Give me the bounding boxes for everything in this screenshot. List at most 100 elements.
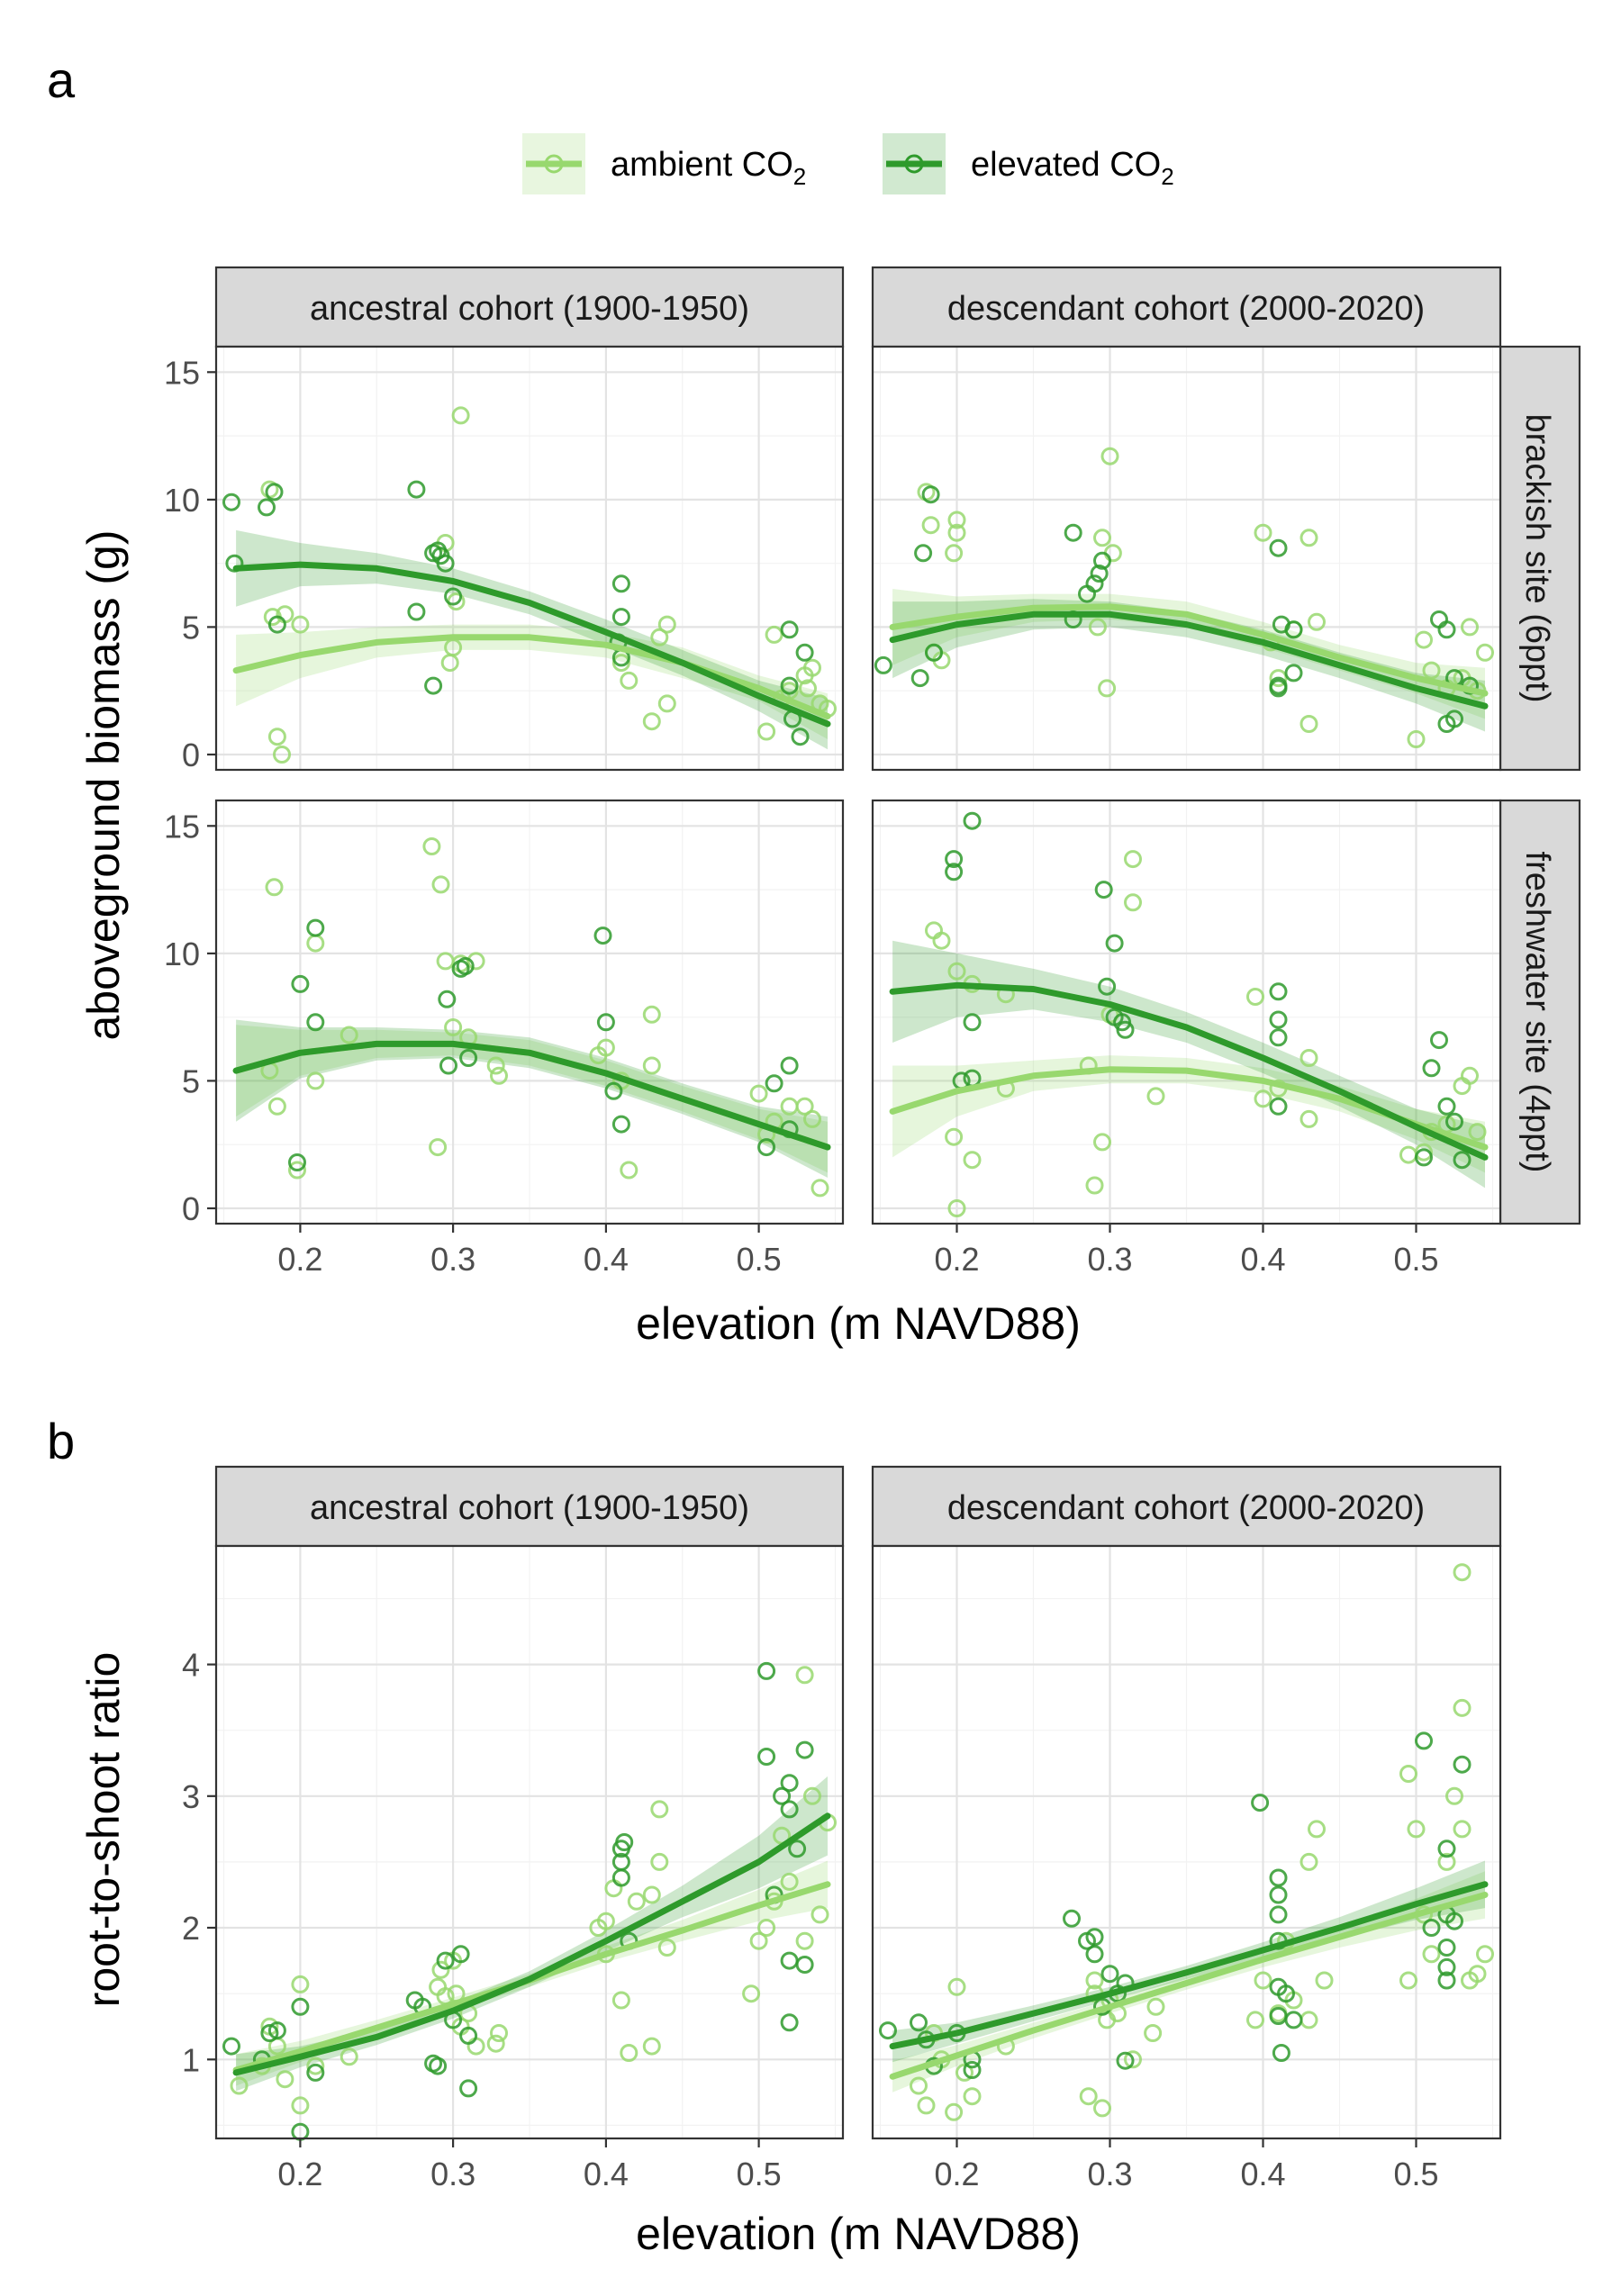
data-point-ambient bbox=[1468, 1123, 1487, 1142]
data-point-ambient bbox=[265, 878, 284, 897]
data-point-ambient bbox=[642, 1056, 661, 1075]
data-point-ambient bbox=[440, 654, 459, 673]
data-point-elevated bbox=[1437, 620, 1456, 639]
fit-line-elevated bbox=[232, 1040, 831, 1151]
data-point-ambient bbox=[1461, 1066, 1479, 1085]
data-point-ambient bbox=[757, 1919, 776, 1937]
data-point-elevated bbox=[1093, 551, 1111, 570]
data-point-ambient bbox=[1399, 1765, 1417, 1783]
strip-a-ancestral bbox=[214, 266, 845, 348]
data-point-ambient bbox=[431, 875, 450, 894]
data-point-ambient bbox=[1453, 1563, 1472, 1582]
legend-label-ambient: ambient CO2 bbox=[611, 146, 806, 190]
data-point-elevated bbox=[436, 554, 455, 573]
x-tick-label: 0.5 bbox=[1393, 1241, 1438, 1278]
x-tick-label: 0.3 bbox=[430, 2156, 475, 2192]
data-point-elevated bbox=[1116, 2051, 1135, 2070]
data-point-ambient bbox=[803, 1786, 821, 1805]
data-point-ambient bbox=[291, 2096, 310, 2115]
data-point-elevated bbox=[459, 1049, 478, 1067]
data-point-ambient bbox=[1093, 2099, 1111, 2118]
data-point-ambient bbox=[947, 523, 966, 542]
x-tick-label: 0.5 bbox=[737, 2156, 782, 2192]
y-axis-a-bottom: 0 5 10 15 bbox=[164, 808, 216, 1227]
data-point-elevated bbox=[1430, 1031, 1448, 1050]
data-point-ambient bbox=[945, 544, 964, 563]
ci-band-ambient bbox=[236, 624, 829, 739]
strip-a-descendant-label: descendant cohort (2000-2020) bbox=[947, 290, 1425, 328]
data-point-ambient bbox=[947, 1977, 966, 1996]
x-axis-title-b: elevation (m NAVD88) bbox=[636, 2209, 1081, 2259]
data-point-ambient bbox=[620, 1161, 638, 1180]
data-point-elevated bbox=[1269, 1010, 1288, 1029]
panel-frame bbox=[871, 345, 1502, 772]
data-point-ambient bbox=[1124, 893, 1142, 912]
data-point-ambient bbox=[230, 2076, 249, 2095]
data-point-ambient bbox=[947, 511, 966, 529]
data-point-ambient bbox=[795, 1666, 814, 1685]
data-point-ambient bbox=[1308, 1820, 1326, 1839]
strip-b-ancestral-label: ancestral cohort (1900-1950) bbox=[310, 1489, 749, 1527]
fit-line-elevated bbox=[889, 1881, 1489, 2050]
data-point-elevated bbox=[456, 957, 475, 975]
data-point-elevated bbox=[260, 2024, 279, 2042]
data-point-ambient bbox=[810, 1179, 829, 1198]
data-point-elevated bbox=[914, 544, 933, 563]
data-point-elevated bbox=[1269, 538, 1288, 557]
fit-line-ambient bbox=[889, 603, 1489, 697]
legend-key-elevated-point bbox=[904, 154, 924, 174]
data-point-ambient bbox=[1300, 1049, 1318, 1067]
data-point-elevated bbox=[429, 2056, 448, 2075]
data-point-ambient bbox=[611, 1991, 630, 2010]
x-tick-label: 0.4 bbox=[1240, 2156, 1285, 2192]
legend-key-ambient-point bbox=[544, 154, 564, 174]
data-point-elevated bbox=[1437, 1939, 1456, 1957]
data-point-elevated bbox=[267, 615, 286, 634]
data-point-ambient bbox=[795, 1097, 814, 1116]
panel-frame bbox=[214, 799, 845, 1225]
data-point-elevated bbox=[780, 2013, 799, 2032]
data-point-elevated bbox=[963, 2061, 982, 2079]
data-point-elevated bbox=[1437, 1840, 1456, 1858]
data-point-elevated bbox=[1437, 1957, 1456, 1976]
data-point-elevated bbox=[780, 1056, 799, 1075]
data-point-elevated bbox=[945, 850, 964, 869]
data-point-ambient bbox=[1399, 1971, 1417, 1990]
data-point-ambient bbox=[1415, 630, 1433, 649]
data-point-elevated bbox=[795, 1956, 814, 1974]
data-point-ambient bbox=[921, 516, 940, 535]
data-point-ambient bbox=[910, 2076, 928, 2095]
data-point-elevated bbox=[1269, 1905, 1288, 1924]
data-point-ambient bbox=[657, 1939, 676, 1957]
data-point-ambient bbox=[1246, 2011, 1264, 2029]
data-point-ambient bbox=[1422, 1945, 1441, 1964]
data-point-elevated bbox=[1063, 1909, 1081, 1928]
fit-line-elevated bbox=[232, 561, 831, 728]
panel-frame bbox=[871, 1544, 1502, 2140]
y-tick-label: 10 bbox=[164, 936, 200, 972]
x-tick-label: 0.4 bbox=[1240, 1241, 1285, 1278]
data-point-ambient bbox=[947, 962, 966, 981]
y-tick-label: 0 bbox=[182, 737, 200, 773]
strip-b-descendant-label: descendant cohort (2000-2020) bbox=[947, 1489, 1425, 1527]
data-point-elevated bbox=[1269, 1885, 1288, 1904]
data-point-elevated bbox=[757, 1748, 776, 1766]
data-point-elevated bbox=[780, 620, 799, 639]
x-axis-a-right: 0.2 0.3 0.4 0.5 bbox=[934, 1224, 1439, 1278]
strip-a-descendant bbox=[871, 266, 1502, 348]
data-point-elevated bbox=[451, 1945, 470, 1964]
data-point-ambient bbox=[486, 2034, 505, 2053]
strip-a-freshwater bbox=[1499, 799, 1581, 1225]
data-point-ambient bbox=[1453, 1820, 1472, 1839]
data-point-ambient bbox=[650, 1852, 669, 1871]
data-point-ambient bbox=[642, 1885, 661, 1904]
data-point-ambient bbox=[490, 1066, 508, 1085]
panel-b-descendant bbox=[871, 1544, 1502, 2140]
data-point-ambient bbox=[620, 2044, 638, 2062]
x-axis-b-right: 0.2 0.3 0.4 0.5 bbox=[934, 2138, 1439, 2192]
data-point-ambient bbox=[810, 1905, 829, 1924]
data-point-elevated bbox=[1064, 523, 1082, 542]
data-point-ambient bbox=[932, 931, 951, 950]
data-point-ambient bbox=[963, 2087, 982, 2106]
data-point-elevated bbox=[604, 1081, 623, 1100]
